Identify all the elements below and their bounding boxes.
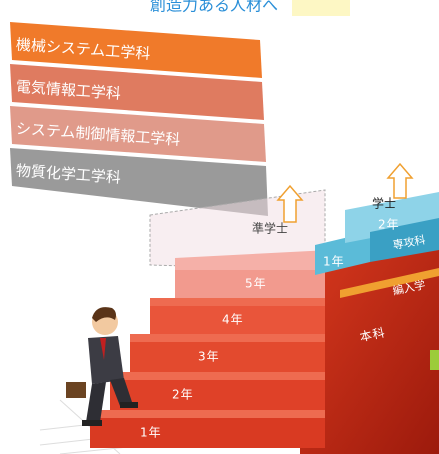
adv-step bbox=[315, 232, 370, 275]
year-label: 1年 bbox=[140, 426, 162, 440]
adv-step bbox=[345, 192, 439, 243]
departments: 機械システム工学科 電気情報工学科 システム制御情報工学科 物質化学工学科 bbox=[10, 22, 268, 216]
year-label: 2年 bbox=[172, 388, 194, 402]
dept-banner bbox=[10, 106, 266, 162]
course-side bbox=[300, 240, 439, 454]
year-label: 3年 bbox=[198, 350, 220, 364]
title: 創造力ある人材へ bbox=[150, 0, 278, 15]
dept-banner bbox=[10, 148, 268, 216]
stairs bbox=[90, 250, 330, 448]
adv-year: 1年 bbox=[323, 255, 345, 269]
person bbox=[66, 307, 138, 426]
transfer-band bbox=[340, 268, 439, 298]
title-highlight bbox=[292, 0, 350, 16]
year-label: 4年 bbox=[222, 313, 244, 327]
transfer-label: 編入学 bbox=[391, 277, 426, 298]
adv-year: 2年 bbox=[378, 218, 400, 232]
green-block bbox=[430, 350, 439, 370]
adv-label: 専攻科 bbox=[392, 232, 427, 252]
degree-label: 準学士 bbox=[252, 221, 288, 236]
adv-side bbox=[370, 218, 439, 262]
arrow bbox=[276, 184, 304, 223]
year-label: 5年 bbox=[245, 277, 267, 291]
course-label: 本科 bbox=[358, 325, 386, 344]
arrow bbox=[386, 162, 414, 199]
dept-banner bbox=[10, 22, 262, 78]
degree-label: 学士 bbox=[372, 196, 396, 211]
dept-banner bbox=[10, 64, 264, 120]
